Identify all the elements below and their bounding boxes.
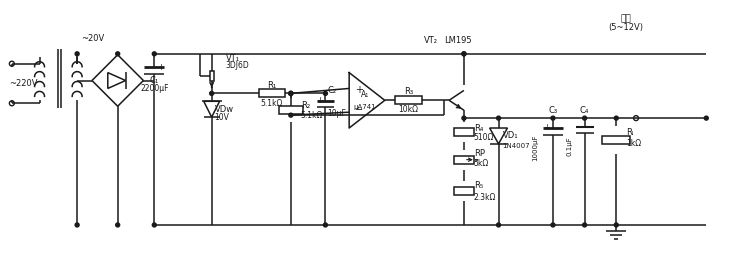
Text: C₂: C₂ [327,86,337,95]
Text: 10μF: 10μF [327,109,346,118]
Text: 5.1kΩ: 5.1kΩ [300,111,323,120]
Circle shape [496,223,501,227]
Circle shape [704,116,709,120]
Text: VT₂: VT₂ [424,36,438,45]
Text: VD₁: VD₁ [502,131,518,140]
Circle shape [551,223,555,227]
Text: −: − [355,105,363,115]
FancyBboxPatch shape [454,156,474,164]
Circle shape [462,52,466,56]
FancyBboxPatch shape [454,187,474,195]
Text: 2.3kΩ: 2.3kΩ [474,193,496,202]
Text: 5kΩ: 5kΩ [474,159,489,168]
Text: R₃: R₃ [404,87,413,96]
Text: VDᴡ: VDᴡ [214,105,234,114]
Circle shape [210,91,214,95]
Text: +: + [157,63,164,72]
Circle shape [582,223,587,227]
Text: R₂: R₂ [300,101,310,110]
Text: (5~12V): (5~12V) [609,23,644,32]
FancyBboxPatch shape [602,136,630,144]
Text: 1N4007: 1N4007 [502,143,530,149]
Text: RP: RP [474,149,485,158]
Text: 0.1μF: 0.1μF [566,136,573,156]
FancyBboxPatch shape [210,71,214,80]
Polygon shape [490,128,507,144]
Circle shape [75,52,79,56]
FancyBboxPatch shape [279,106,303,114]
Circle shape [324,223,327,227]
Text: VT₁: VT₁ [225,54,240,63]
Text: C₄: C₄ [580,106,589,115]
Circle shape [152,223,156,227]
Circle shape [496,116,501,120]
Text: R₄: R₄ [474,124,483,133]
Circle shape [289,113,293,117]
FancyBboxPatch shape [454,128,474,136]
Text: 2200μF: 2200μF [140,84,168,93]
Circle shape [462,52,466,56]
Text: 输出: 输出 [621,15,631,24]
Text: R₁: R₁ [268,81,276,90]
Circle shape [615,116,618,120]
Text: LM195: LM195 [444,36,472,45]
Circle shape [615,223,618,227]
Circle shape [289,91,293,95]
Text: 10V: 10V [214,113,230,122]
Text: 1kΩ: 1kΩ [626,139,642,148]
Text: ~20V: ~20V [82,35,104,44]
Circle shape [289,91,293,95]
Text: 10kΩ: 10kΩ [399,105,418,114]
Circle shape [75,223,79,227]
Circle shape [582,116,587,120]
Polygon shape [108,72,125,88]
Text: +: + [316,96,324,105]
Text: R₅: R₅ [474,181,483,190]
Text: +: + [543,123,550,132]
Circle shape [462,116,466,120]
Text: 510Ω: 510Ω [474,133,494,142]
Circle shape [324,91,327,95]
Polygon shape [203,101,219,117]
FancyBboxPatch shape [394,96,422,104]
Text: ~220V: ~220V [9,79,37,88]
Circle shape [152,52,156,56]
Text: +: + [355,85,363,95]
Circle shape [289,91,293,95]
FancyBboxPatch shape [259,90,285,97]
Circle shape [551,116,555,120]
Circle shape [116,223,120,227]
Text: 5.1kΩ: 5.1kΩ [261,99,283,108]
Text: C₃: C₃ [548,106,558,115]
Text: μA741: μA741 [354,104,376,110]
Circle shape [116,52,120,56]
Text: 3DJ6D: 3DJ6D [225,61,249,70]
Text: Rₗ: Rₗ [626,128,634,138]
Text: A₁: A₁ [361,90,369,99]
Text: 1000μF: 1000μF [532,134,538,161]
Text: C₁: C₁ [149,76,159,85]
